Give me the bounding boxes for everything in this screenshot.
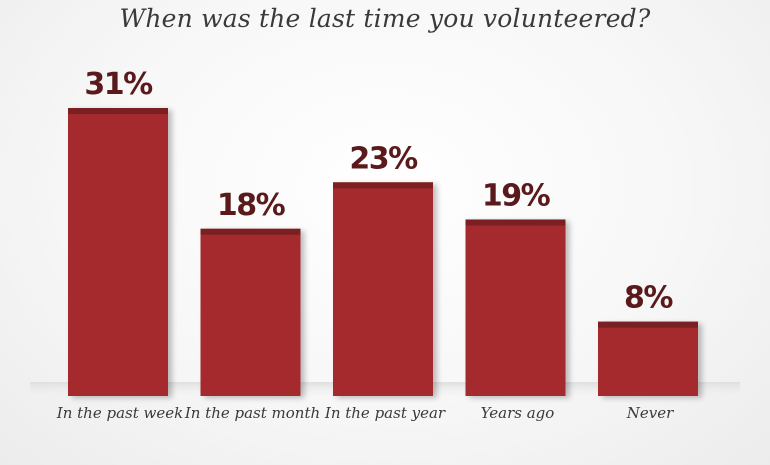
bar-group: 18% In the past month <box>184 188 320 422</box>
category-label: In the past month <box>184 404 320 422</box>
bar-cap <box>598 321 698 328</box>
category-label: In the past year <box>324 404 446 422</box>
bar-group: 19% Years ago <box>465 178 566 422</box>
data-label: 18% <box>217 188 286 223</box>
category-label: Years ago <box>481 404 555 422</box>
bar-group: 31% In the past week <box>56 67 183 422</box>
bar-cap <box>200 228 301 235</box>
bar <box>200 228 301 396</box>
category-label: In the past week <box>56 404 183 422</box>
bar <box>333 182 433 396</box>
data-label: 8% <box>624 281 673 316</box>
bar-cap <box>333 182 433 189</box>
category-label: Never <box>626 404 674 422</box>
bar-cap <box>465 219 566 226</box>
chart-title: When was the last time you volunteered? <box>119 4 651 33</box>
data-label: 31% <box>84 67 153 102</box>
bar-group: 8% Never <box>598 281 698 422</box>
bar-cap <box>68 108 168 114</box>
data-label: 19% <box>482 178 551 213</box>
bar-group: 23% In the past year <box>324 141 446 422</box>
data-label: 23% <box>349 141 418 176</box>
bar <box>598 321 698 396</box>
bar <box>465 219 566 396</box>
bar <box>68 108 168 396</box>
